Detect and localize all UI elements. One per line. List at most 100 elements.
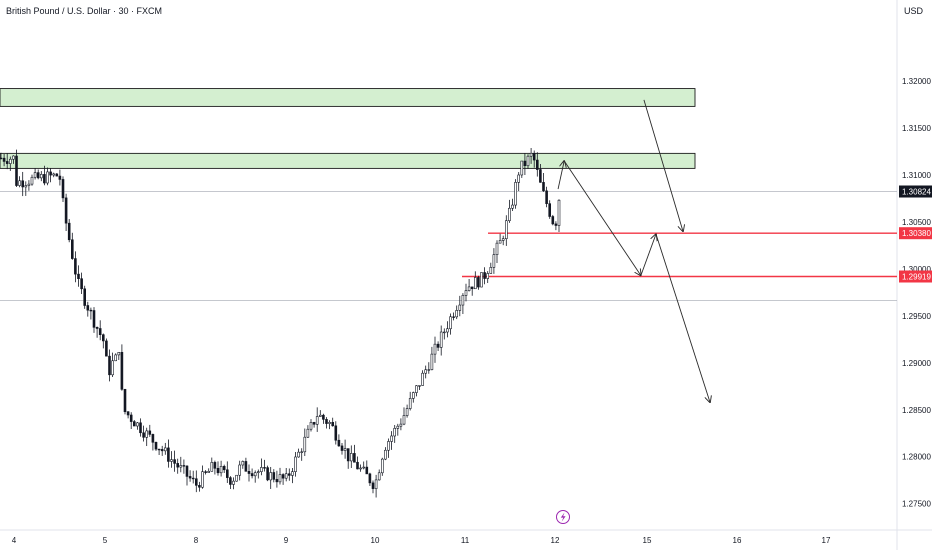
candle-body xyxy=(387,441,390,451)
candle-body xyxy=(151,434,155,443)
candle-body xyxy=(504,220,508,239)
candle-body xyxy=(198,485,201,488)
candle-body xyxy=(452,316,455,318)
candle-body xyxy=(411,392,415,399)
candle-body xyxy=(514,182,517,206)
projection-arrow-4[interactable] xyxy=(655,234,710,402)
candle-body xyxy=(133,421,136,427)
candle-body xyxy=(98,328,102,336)
candle-body xyxy=(480,272,483,288)
projection-arrow-3[interactable] xyxy=(640,234,656,276)
candle-body xyxy=(55,173,59,177)
candle-body xyxy=(300,451,304,453)
candle-body xyxy=(123,389,127,413)
y-tick-label: 1.30500 xyxy=(902,218,931,227)
candle-body xyxy=(483,272,486,279)
candle-body xyxy=(554,223,558,226)
candle-body xyxy=(384,449,387,460)
candle-body xyxy=(529,152,533,157)
level-price-badge xyxy=(899,270,932,283)
candle-body xyxy=(117,352,121,356)
y-tick-label: 1.31500 xyxy=(902,124,931,133)
candle-body xyxy=(256,471,260,473)
candle-body xyxy=(405,408,409,416)
candle-body xyxy=(30,176,34,185)
y-tick-label: 1.29000 xyxy=(902,359,931,368)
candle-body xyxy=(377,472,381,481)
candle-body xyxy=(244,461,248,472)
supply-zone-1[interactable] xyxy=(0,88,696,107)
candle-body xyxy=(535,159,539,170)
candle-body xyxy=(294,456,297,472)
candle-body xyxy=(318,414,322,417)
candle-body xyxy=(36,172,40,179)
candle-body xyxy=(402,415,406,425)
candle-body xyxy=(390,435,393,442)
projection-arrow-5[interactable] xyxy=(643,99,683,231)
candle-body xyxy=(83,288,86,306)
candle-body xyxy=(278,474,282,483)
x-tick-label: 4 xyxy=(12,536,17,545)
candle-body xyxy=(33,172,37,178)
candle-body xyxy=(272,472,276,480)
candle-body xyxy=(86,305,90,311)
candle-body xyxy=(498,240,502,244)
candle-body xyxy=(399,423,403,427)
level-price-label: 1.29919 xyxy=(902,273,931,282)
candle-body xyxy=(15,155,18,186)
candle-body xyxy=(0,157,3,160)
candle-body xyxy=(353,453,356,463)
candle-body xyxy=(111,360,114,376)
candle-body xyxy=(436,343,440,348)
candle-body xyxy=(241,461,245,466)
candle-body xyxy=(365,466,369,475)
candle-body xyxy=(71,239,74,259)
candle-body xyxy=(418,385,421,387)
candle-body xyxy=(222,466,226,471)
x-tick-label: 12 xyxy=(551,536,560,545)
candle-body xyxy=(396,425,400,429)
candle-body xyxy=(210,462,214,472)
x-tick-label: 11 xyxy=(461,536,470,545)
projection-arrow-1[interactable] xyxy=(557,161,564,190)
candle-body xyxy=(154,441,158,450)
candle-body xyxy=(74,258,77,275)
symbol-title: British Pound / U.S. Dollar · 30 · FXCM xyxy=(6,6,163,16)
candle-body xyxy=(517,174,521,183)
candle-body xyxy=(2,157,6,162)
candle-body xyxy=(362,466,366,469)
supply-zone-2[interactable] xyxy=(0,152,696,169)
candle-body xyxy=(337,439,341,447)
candle-body xyxy=(253,472,257,477)
candle-body xyxy=(61,179,65,199)
candle-body xyxy=(92,310,96,328)
candle-body xyxy=(157,448,161,451)
x-tick-label: 15 xyxy=(643,536,652,545)
candle-body xyxy=(461,295,465,306)
candle-body xyxy=(374,479,378,489)
candle-body xyxy=(284,473,288,479)
candle-body xyxy=(105,340,108,357)
candle-body xyxy=(43,174,46,184)
candle-body xyxy=(539,169,542,183)
y-tick-label: 1.28000 xyxy=(902,453,931,462)
candle-body xyxy=(340,445,344,451)
candle-body xyxy=(232,480,235,485)
candle-body xyxy=(408,398,412,409)
projection-arrow-2[interactable] xyxy=(563,160,641,276)
candle-body xyxy=(95,327,99,329)
candle-body xyxy=(551,216,555,225)
candle-body xyxy=(148,430,152,435)
y-tick-label: 1.31000 xyxy=(902,171,931,180)
currency-label[interactable]: USD xyxy=(904,6,924,16)
y-tick-label: 1.32000 xyxy=(902,77,931,86)
candle-body xyxy=(508,207,511,222)
candle-body xyxy=(356,461,359,470)
candle-body xyxy=(371,482,375,489)
candle-body xyxy=(120,352,124,390)
level-price-label: 1.30380 xyxy=(902,229,931,238)
candle-body xyxy=(139,422,142,434)
candle-body xyxy=(331,422,335,427)
